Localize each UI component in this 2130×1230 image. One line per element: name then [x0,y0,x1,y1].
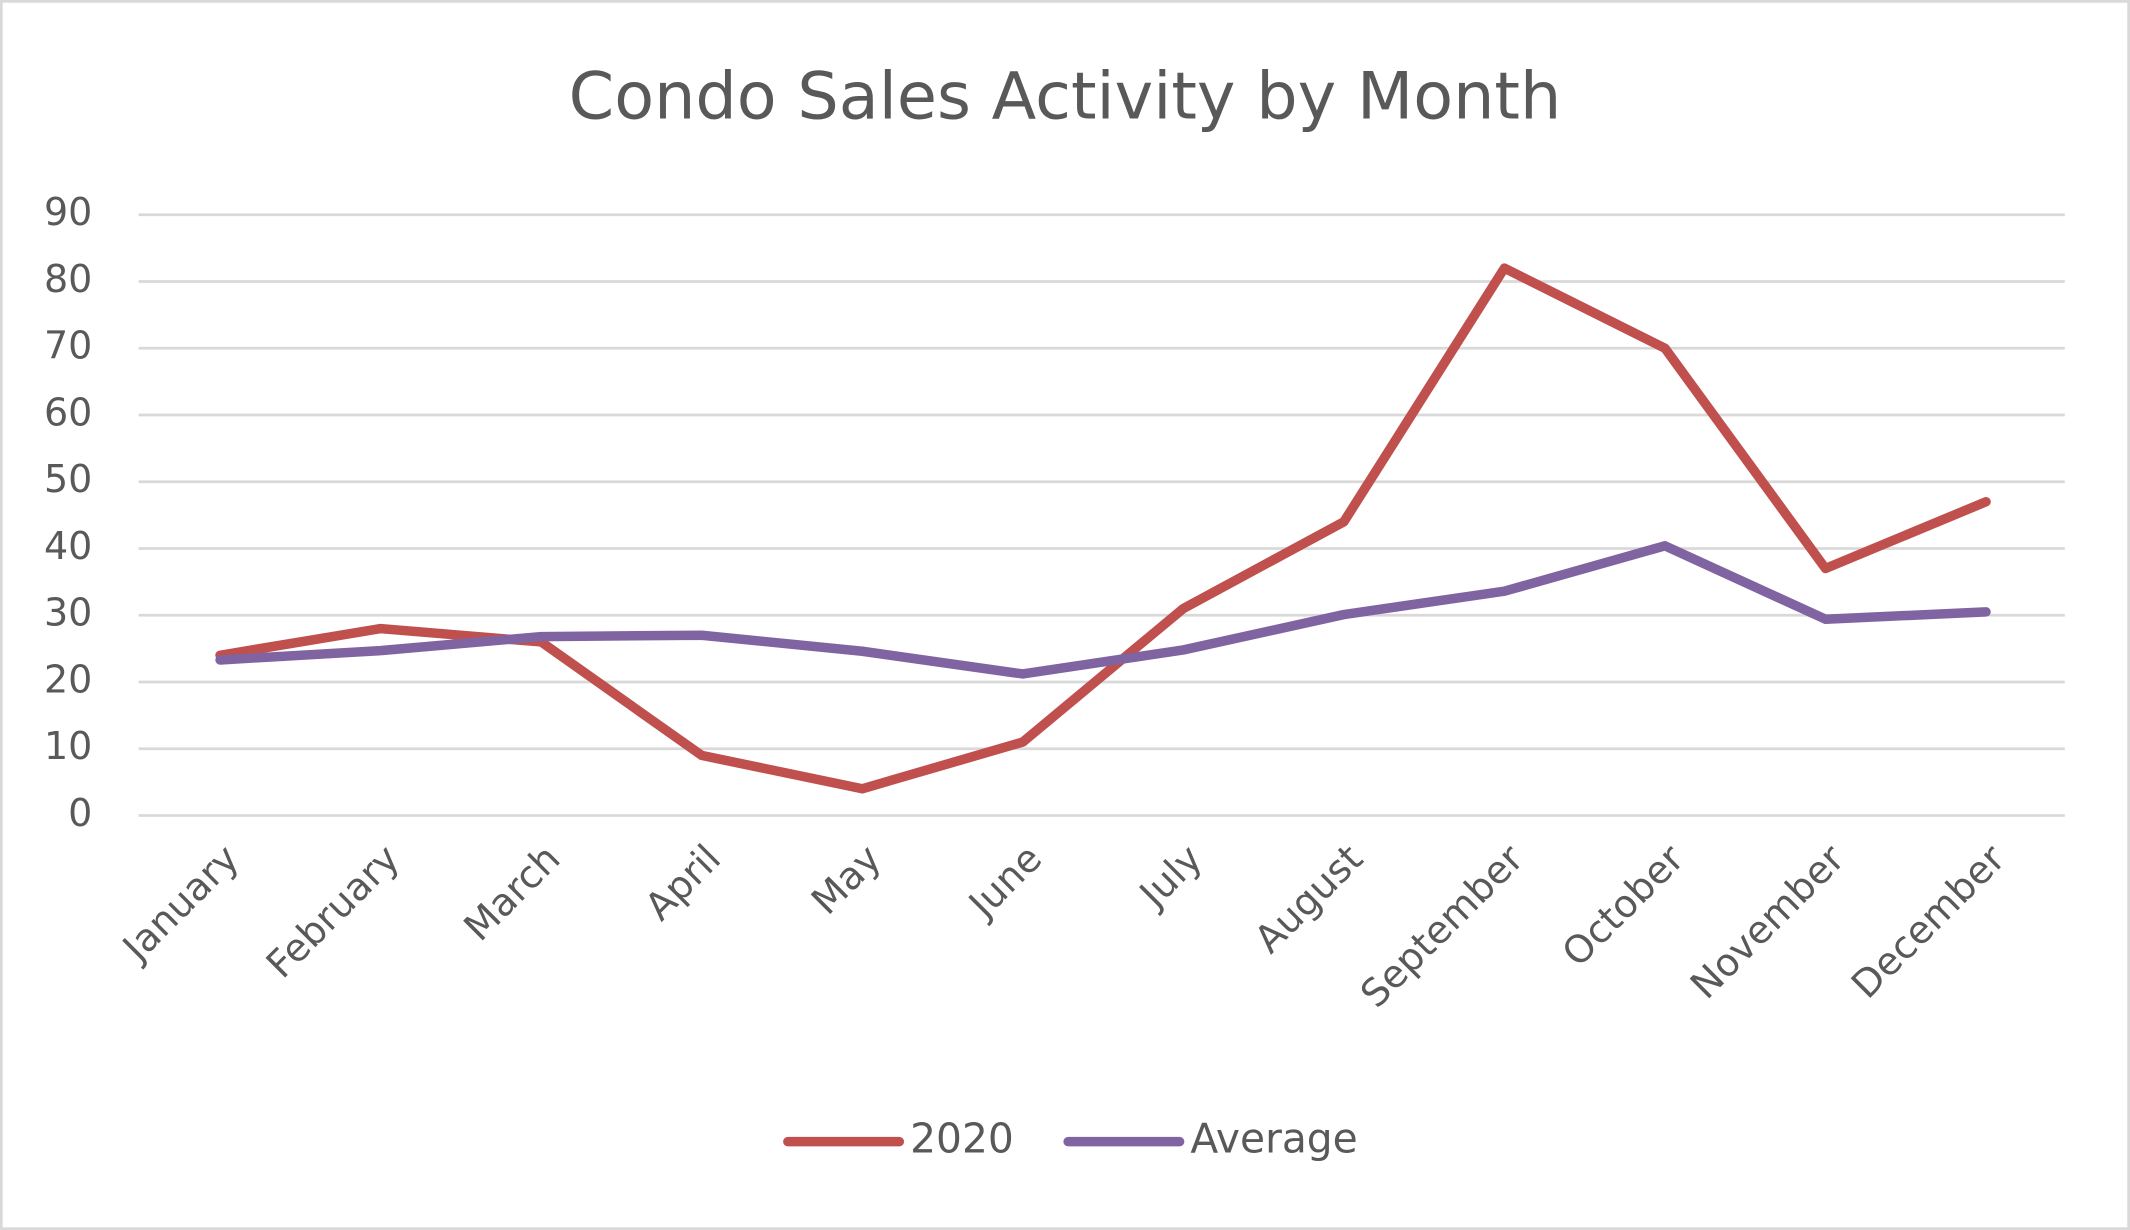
legend-label: 2020 [910,1115,1014,1163]
chart-title: Condo Sales Activity by Month [569,59,1562,135]
legend-label: Average [1190,1115,1357,1163]
y-tick-label: 70 [44,324,92,368]
y-tick-label: 10 [44,724,92,768]
data-line [215,541,1991,679]
y-tick-label: 0 [68,791,92,835]
y-tick-label: 40 [44,524,92,568]
y-tick-label: 60 [44,390,92,434]
y-tick-label: 50 [44,457,92,501]
y-tick-label: 80 [44,257,92,301]
y-tick-label: 90 [44,190,92,234]
y-tick-label: 20 [44,657,92,701]
y-tick-label: 30 [44,591,92,635]
